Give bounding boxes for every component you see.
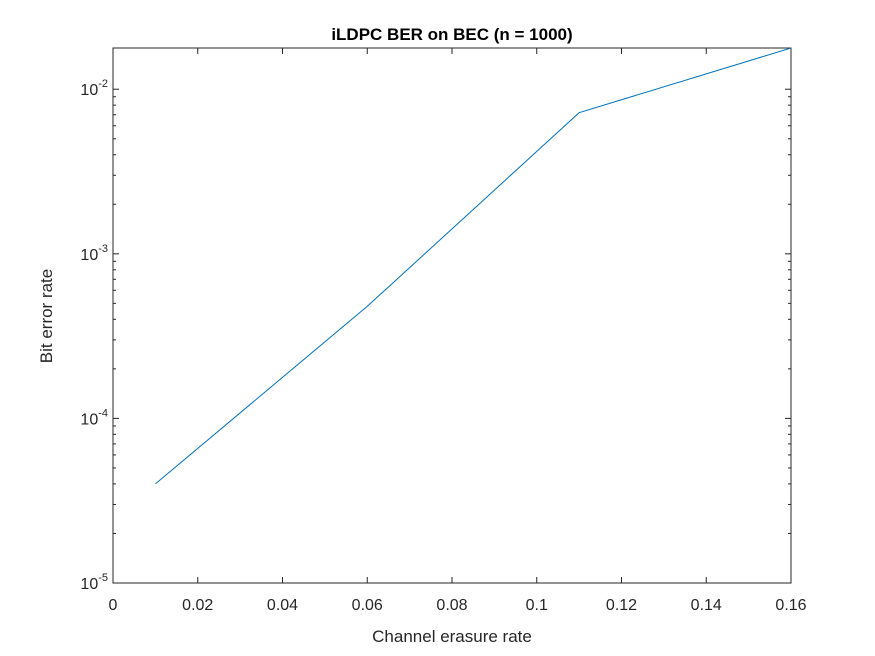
x-axis-ticks: 0 0.02 0.04 0.06 0.08 0.1 0.12 0.14 0.16	[109, 48, 807, 614]
x-tick-label: 0.1	[526, 597, 548, 614]
y-tick-base: 10	[80, 576, 98, 593]
x-tick-label: 0.16	[775, 597, 806, 614]
y-tick-label: 10-2	[80, 78, 108, 99]
x-axis-label: Channel erasure rate	[372, 627, 532, 646]
x-tick-label: 0.14	[691, 597, 722, 614]
x-tick-label: 0.04	[267, 597, 298, 614]
x-tick-label: 0.02	[182, 597, 213, 614]
x-tick-label: 0.06	[352, 597, 383, 614]
y-tick-base: 10	[80, 82, 98, 99]
y-tick-label: 10-3	[80, 243, 108, 264]
y-tick-base: 10	[80, 247, 98, 264]
y-tick-exponent: -5	[98, 572, 108, 584]
y-axis-label: Bit error rate	[37, 269, 56, 363]
y-tick-label: 10-4	[80, 407, 108, 428]
x-tick-label: 0.12	[606, 597, 637, 614]
y-tick-exponent: -2	[98, 78, 108, 90]
x-tick-label: 0	[109, 597, 118, 614]
y-tick-exponent: -4	[98, 407, 108, 419]
y-tick-base: 10	[80, 411, 98, 428]
series-line	[155, 47, 792, 485]
series-layer	[155, 47, 792, 485]
y-tick-exponent: -3	[98, 243, 108, 255]
y-tick-label: 10-5	[80, 572, 108, 593]
plot-area	[112, 47, 792, 584]
x-tick-label: 0.08	[436, 597, 467, 614]
chart-title: iLDPC BER on BEC (n = 1000)	[331, 25, 572, 44]
y-axis-ticks: 10-510-410-310-2	[80, 78, 791, 593]
